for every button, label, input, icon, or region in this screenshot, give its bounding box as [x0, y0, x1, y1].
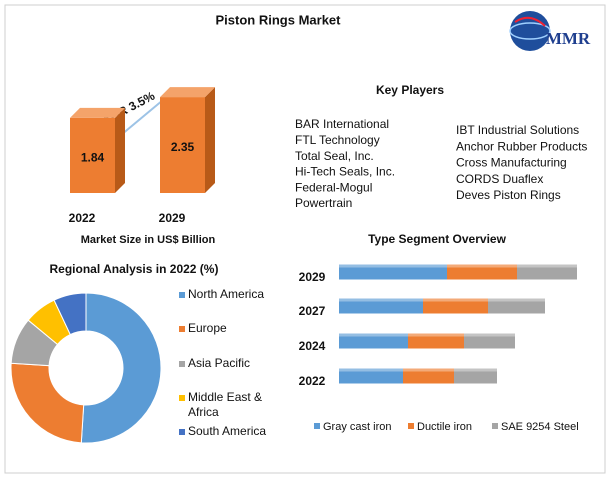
bar-segment — [464, 333, 515, 349]
player: BAR International — [295, 117, 389, 131]
legend-swatch — [492, 423, 498, 429]
bar-segment — [339, 333, 408, 349]
logo: MMR — [509, 11, 591, 51]
bar-highlight — [339, 298, 423, 302]
player: Cross Manufacturing — [456, 156, 567, 170]
donut-slice — [53, 292, 87, 336]
player: Powertrain — [295, 196, 352, 210]
value-label: 2.35 — [171, 140, 195, 154]
frame — [4, 4, 606, 474]
y-tick-label: 2024 — [299, 339, 326, 353]
chart-title: Regional Analysis in 2022 (%) — [50, 262, 219, 276]
donut-slice — [80, 292, 162, 444]
bar-segment — [454, 368, 497, 384]
bar-side — [115, 107, 125, 193]
player: Total Seal, Inc. — [295, 149, 374, 163]
bar-highlight — [408, 333, 464, 337]
bar-segment — [403, 368, 454, 384]
bar-highlight — [447, 264, 517, 268]
bar-segment — [339, 298, 423, 314]
bar-segment — [339, 264, 447, 280]
bar-highlight — [454, 368, 497, 372]
bar-top — [160, 87, 215, 98]
key-players-title: Key Players — [376, 83, 444, 97]
x-tick-label: 2022 — [69, 211, 96, 225]
bar — [70, 117, 115, 193]
legend-label: North America — [188, 287, 265, 301]
bar-highlight — [423, 298, 488, 302]
bar-highlight — [339, 333, 408, 337]
legend-swatch — [179, 361, 185, 367]
bar-segment — [517, 264, 577, 280]
player: Anchor Rubber Products — [456, 139, 587, 153]
bar-highlight — [403, 368, 454, 372]
legend-label: South America — [188, 424, 267, 438]
bar-segment — [339, 368, 403, 384]
bar — [160, 97, 205, 193]
legend-swatch — [314, 423, 320, 429]
bar-highlight — [339, 264, 447, 268]
player: Federal-Mogul — [295, 180, 372, 194]
legend-label: Gray cast iron — [323, 421, 391, 433]
legend-label: Middle East & Africa — [188, 390, 263, 419]
legend-swatch — [179, 429, 185, 435]
y-tick-label: 2027 — [299, 304, 326, 318]
bar-highlight — [517, 264, 577, 268]
legend-label: Europe — [188, 321, 227, 335]
player: FTL Technology — [295, 133, 380, 147]
chart-title: Type Segment Overview — [368, 232, 506, 246]
legend-label: SAE 9254 Steel — [501, 421, 579, 433]
donut-slice — [10, 362, 85, 444]
legend-swatch — [408, 423, 414, 429]
legend-swatch — [179, 326, 185, 332]
bar-highlight — [339, 368, 403, 372]
bar-highlight — [488, 298, 545, 302]
bar-side — [205, 87, 215, 193]
title: Piston Rings Market — [216, 12, 342, 27]
legend-swatch — [179, 292, 185, 298]
bar-segment — [423, 298, 488, 314]
bar-highlight — [464, 333, 515, 337]
player: CORDS Duaflex — [456, 172, 543, 186]
bar-segment — [408, 333, 464, 349]
bar-segment — [488, 298, 545, 314]
bar-segment — [447, 264, 517, 280]
player: Hi-Tech Seals, Inc. — [295, 165, 395, 179]
x-tick-label: 2029 — [159, 211, 186, 225]
value-label: 1.84 — [81, 151, 105, 165]
player: Deves Piston Rings — [456, 188, 561, 202]
logo-text: MMR — [546, 29, 591, 48]
legend-label: Ductile iron — [417, 421, 472, 433]
legend-label: Asia Pacific — [188, 356, 251, 370]
player: IBT Industrial Solutions — [456, 123, 579, 137]
x-axis-title: Market Size in US$ Billion — [81, 234, 216, 246]
y-tick-label: 2029 — [299, 270, 326, 284]
legend-swatch — [179, 395, 185, 401]
bar-top — [70, 107, 125, 118]
y-tick-label: 2022 — [299, 374, 326, 388]
